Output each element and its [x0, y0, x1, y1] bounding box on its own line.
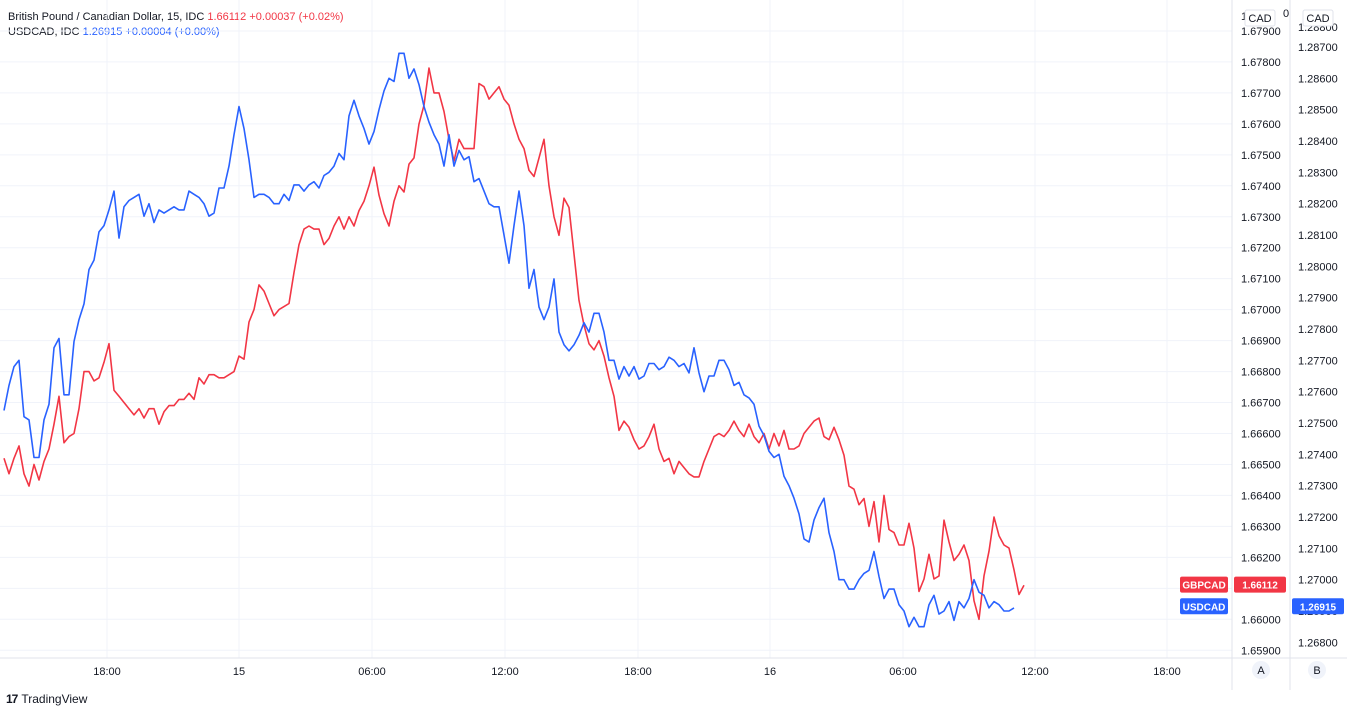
price-tags: GBPCAD 1.66112 USDCAD 1.26915: [1180, 576, 1344, 615]
right-axis-tick-label: 1.27600: [1298, 387, 1338, 399]
left-axis-tick-label: 1.67500: [1241, 150, 1281, 162]
right-axis-tick-label: 1.27500: [1298, 418, 1338, 430]
right-axis-tick-label: 1.28600: [1298, 73, 1338, 85]
price-tag-value-usdcad: [1292, 598, 1344, 615]
series-line-usdcad: [3, 52, 1015, 628]
left-axis-tick-label: 1.66600: [1241, 429, 1281, 441]
brand-name: TradingView: [21, 692, 88, 706]
left-axis-tick-label: 1.66800: [1241, 367, 1281, 379]
left-axis-tick-label: 1.66700: [1241, 398, 1281, 410]
price-tag-symbol-gbpcad: [1180, 576, 1228, 593]
legend-change-usdcad: +0.00004 (+0.00%): [125, 26, 220, 38]
series-line-gbpcad: [3, 67, 1025, 621]
legend-row-usdcad[interactable]: USDCAD, IDC 1.26915 +0.00004 (+0.00%): [8, 25, 344, 40]
scale-button-b-label: B: [1313, 665, 1320, 677]
left-axis-tick-label: 1.67800: [1241, 57, 1281, 69]
time-axis-tick-label: 18:00: [624, 666, 652, 678]
left-axis-tick-label: 1.67300: [1241, 212, 1281, 224]
legend-symbol-gbpcad: British Pound / Canadian Dollar, 15, IDC: [8, 11, 205, 23]
legend-change-gbpcad: +0.00037 (+0.02%): [249, 11, 344, 23]
price-tag-symbol-usdcad: [1180, 598, 1228, 615]
right-axis-tick-label: 1.28300: [1298, 167, 1338, 179]
right-currency-box[interactable]: [1302, 9, 1334, 27]
legend-symbol-usdcad: USDCAD, IDC: [8, 26, 80, 38]
right-axis-tick-label: 1.26800: [1298, 637, 1338, 649]
left-axis-tick-label: 1.66300: [1241, 521, 1281, 533]
legend-price-usdcad: 1.26915: [82, 26, 123, 38]
left-axis-tick-label: 1.67400: [1241, 181, 1281, 193]
price-tag-symbol-text-usdcad: USDCAD: [1183, 602, 1226, 613]
scale-button-a-label: A: [1257, 665, 1265, 677]
left-axis-tick-label: 1.67600: [1241, 119, 1281, 131]
left-axis-tick-label: 1.66900: [1241, 336, 1281, 348]
axes: 1.67900 1.67800 1.67700 1.67600 1.67500 1.674…: [0, 0, 1347, 690]
legend-row-gbpcad[interactable]: British Pound / Canadian Dollar, 15, IDC…: [8, 10, 344, 25]
left-axis-tick-label: 1.67900: [1241, 26, 1281, 38]
right-axis-tick-label: 1.27800: [1298, 324, 1338, 336]
series-lines: [3, 52, 1025, 628]
right-axis-tick-label: 1.28400: [1298, 136, 1338, 148]
footer-brand[interactable]: 17 TradingView: [6, 692, 87, 706]
scale-button-a[interactable]: [1252, 661, 1270, 679]
time-axis-tick-label: 16: [764, 666, 776, 678]
right-axis-tick-label: 1.27700: [1298, 355, 1338, 367]
grid: [0, 0, 1232, 658]
time-axis-tick-label: 18:00: [1153, 666, 1181, 678]
time-axis-tick-label: 12:00: [491, 666, 519, 678]
right-axis-tick-label: 1.28500: [1298, 105, 1338, 117]
price-tag-value-text-usdcad: 1.26915: [1300, 602, 1337, 613]
left-axis-top-partial-2: 0: [1283, 8, 1289, 20]
left-axis-top-partial: 1: [1241, 11, 1247, 23]
time-axis-tick-label: 15: [233, 666, 245, 678]
left-axis-tick-label: 1.67200: [1241, 243, 1281, 255]
right-axis-tick-label: 1.28700: [1298, 42, 1338, 54]
time-axis-tick-label: 06:00: [358, 666, 386, 678]
right-axis-tick-label: 1.27900: [1298, 293, 1338, 305]
left-axis-tick-label: 1.67700: [1241, 88, 1281, 100]
left-axis-tick-label: 1.67100: [1241, 274, 1281, 286]
right-axis-tick-label: 1.27300: [1298, 481, 1338, 493]
right-axis-tick-label: 1.28200: [1298, 199, 1338, 211]
time-axis-tick-label: 18:00: [93, 666, 121, 678]
right-currency-label: CAD: [1306, 13, 1329, 25]
price-tag-symbol-text-gbpcad: GBPCAD: [1182, 581, 1225, 592]
time-axis-tick-label: 06:00: [889, 666, 917, 678]
left-currency-box[interactable]: [1244, 9, 1276, 27]
tradingview-logo-icon: 17: [6, 692, 18, 706]
chart-legend: British Pound / Canadian Dollar, 15, IDC…: [8, 10, 344, 40]
left-axis-tick-label: 1.66000: [1241, 614, 1281, 626]
right-axis-tick-label: 1.27200: [1298, 512, 1338, 524]
right-axis-tick-label: 1.28000: [1298, 261, 1338, 273]
right-axis-tick-label: 1.27000: [1298, 575, 1338, 587]
left-axis-tick-label: 1.66200: [1241, 552, 1281, 564]
legend-price-gbpcad: 1.66112: [207, 11, 247, 23]
left-axis-tick-label: 1.66400: [1241, 490, 1281, 502]
left-currency-label: CAD: [1248, 13, 1271, 25]
right-axis-tick-label: 1.27400: [1298, 449, 1338, 461]
price-tag-value-text-gbpcad: 1.66112: [1242, 581, 1278, 592]
right-axis-tick-label: 1.28100: [1298, 230, 1338, 242]
left-axis-tick-label: 1.65900: [1241, 645, 1281, 657]
left-axis-tick-label: 1.67000: [1241, 305, 1281, 317]
right-axis-tick-label: 1.27100: [1298, 543, 1338, 555]
scale-button-b[interactable]: [1308, 661, 1326, 679]
time-axis-tick-label: 12:00: [1021, 666, 1049, 678]
price-tag-value-gbpcad: [1234, 576, 1286, 593]
left-axis-tick-label: 1.66500: [1241, 459, 1281, 471]
